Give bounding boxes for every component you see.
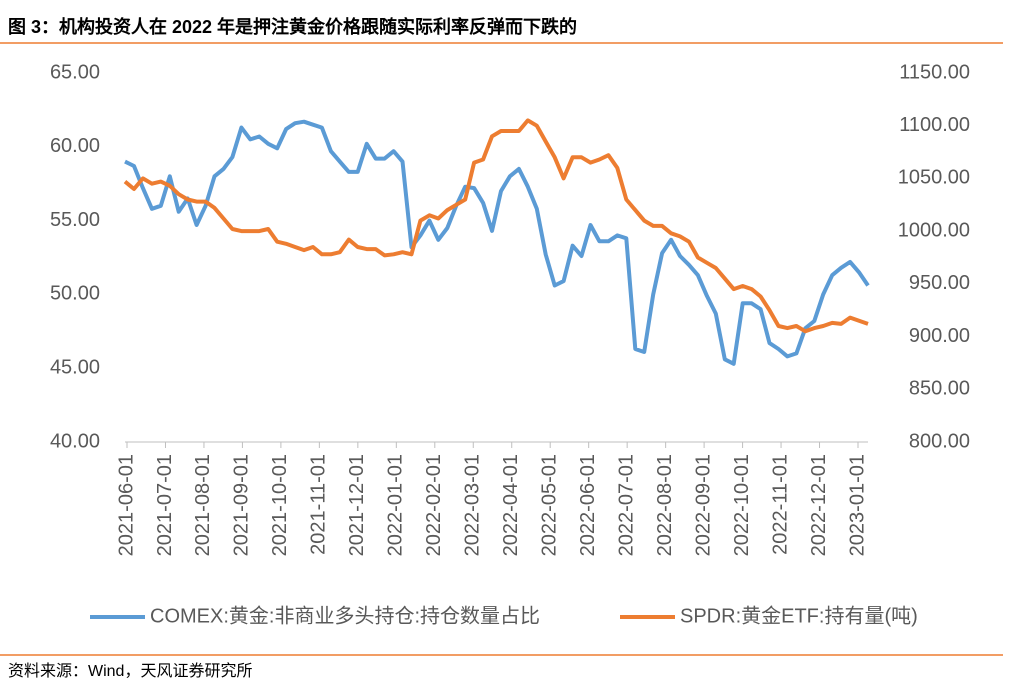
y-tick-label: 55.00 xyxy=(50,209,100,231)
legend-label: COMEX:黄金:非商业多头持仓:持仓数量占比 xyxy=(150,604,540,627)
x-tick-label: 2021-06-01 xyxy=(115,454,137,556)
y2-tick-label: 1050.00 xyxy=(898,167,970,189)
chart-title: 图 3：机构投资人在 2022 年是押注黄金价格跟随实际利率反弹而下跌的 xyxy=(8,16,577,37)
x-tick-label: 2021-09-01 xyxy=(231,454,253,556)
y2-tick-label: 1100.00 xyxy=(899,114,970,136)
legend-label: SPDR:黄金ETF:持有量(吨) xyxy=(680,604,918,627)
x-tick-label: 2022-08-01 xyxy=(654,454,676,556)
x-tick-label: 2021-12-01 xyxy=(346,454,368,556)
x-tick-label: 2022-11-01 xyxy=(769,454,791,555)
y2-tick-label: 950.00 xyxy=(909,272,970,294)
series-line xyxy=(123,118,869,334)
y-tick-label: 60.00 xyxy=(50,135,100,157)
x-tick-label: 2022-09-01 xyxy=(692,454,714,556)
x-tick-label: 2022-07-01 xyxy=(615,454,637,556)
x-tick-label: 2022-02-01 xyxy=(423,454,445,556)
x-tick-label: 2022-06-01 xyxy=(577,454,599,556)
x-tick-label: 2022-04-01 xyxy=(500,454,522,556)
x-tick-label: 2021-07-01 xyxy=(154,454,176,556)
x-tick-label: 2022-05-01 xyxy=(538,454,560,556)
source: 资料来源：Wind，天风证券研究所 xyxy=(8,662,252,680)
x-tick-label: 2021-08-01 xyxy=(192,454,214,556)
x-tick-label: 2022-10-01 xyxy=(731,454,753,556)
y-tick-label: 50.00 xyxy=(50,283,100,305)
y2-tick-label: 850.00 xyxy=(909,378,970,400)
x-tick-label: 2021-10-01 xyxy=(269,454,291,556)
x-tick-label: 2022-01-01 xyxy=(385,454,407,556)
y-tick-label: 65.00 xyxy=(50,61,100,83)
y2-tick-label: 1150.00 xyxy=(899,61,970,83)
y2-tick-label: 800.00 xyxy=(909,430,970,452)
y-tick-label: 40.00 xyxy=(50,430,100,452)
y2-tick-label: 900.00 xyxy=(909,325,970,347)
x-tick-label: 2023-01-01 xyxy=(846,454,868,556)
x-tick-label: 2021-11-01 xyxy=(308,454,330,555)
x-tick-label: 2022-03-01 xyxy=(462,454,484,556)
y-tick-label: 45.00 xyxy=(50,356,100,378)
y2-tick-label: 1000.00 xyxy=(898,219,970,241)
series-line xyxy=(124,119,870,366)
x-tick-label: 2022-12-01 xyxy=(808,454,830,556)
